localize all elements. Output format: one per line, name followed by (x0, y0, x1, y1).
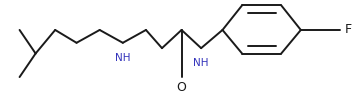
Text: NH: NH (115, 53, 131, 63)
Text: NH: NH (193, 58, 209, 68)
Text: F: F (345, 23, 352, 36)
Text: O: O (177, 81, 187, 94)
